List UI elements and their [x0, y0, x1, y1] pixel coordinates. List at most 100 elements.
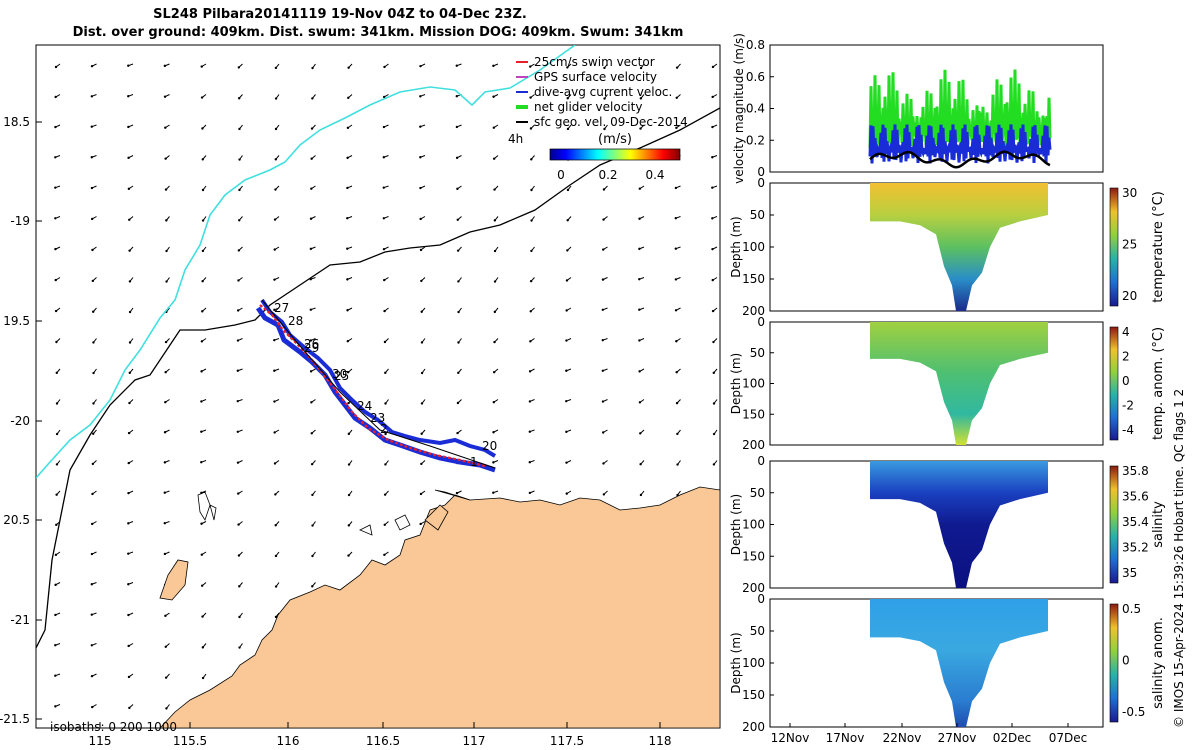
current-arrow-head: [638, 370, 641, 373]
current-arrow-head: [165, 249, 168, 253]
current-arrow-head: [347, 463, 351, 466]
current-arrow-head: [127, 644, 130, 648]
map-ytick-label: 18.5: [3, 115, 30, 129]
panel-ytick-label: 100: [742, 656, 765, 670]
panel-ytick-label: 0.4: [746, 102, 765, 116]
current-arrow-head: [382, 95, 386, 99]
current-arrow-head: [309, 247, 313, 251]
current-arrow-head: [639, 462, 642, 466]
current-arrow-head: [55, 371, 58, 375]
speed-colorbar-tick: 0.2: [598, 168, 617, 182]
current-arrow-head: [711, 95, 714, 99]
current-arrow-head: [55, 523, 58, 527]
panel-colorbar-tick: 0: [1122, 654, 1130, 668]
current-arrow-head: [163, 552, 167, 556]
current-arrow-head: [602, 462, 605, 465]
current-arrow-head: [530, 249, 533, 253]
panel-colorbar-tick: 0.5: [1122, 602, 1141, 616]
current-arrow-head: [127, 431, 131, 435]
current-arrow-head: [419, 492, 423, 496]
current-arrow-head: [54, 156, 57, 159]
current-arrow-head: [675, 66, 679, 69]
colorbar-label-ms: (m/s): [598, 132, 632, 147]
current-arrow-head: [310, 462, 314, 466]
current-arrow-head: [565, 430, 568, 434]
current-arrow-head: [201, 127, 204, 130]
track-day-label: 20: [482, 439, 497, 453]
panel-ytick-label: 100: [742, 377, 765, 391]
panel-colorbar-label: salinity anom.: [1151, 617, 1166, 709]
current-arrow-head: [382, 217, 386, 220]
current-arrow-head: [164, 188, 168, 191]
panel-ylabel: Depth (m): [729, 494, 743, 555]
speed-colorbar-tick: 0.4: [645, 168, 664, 182]
map-ytick-label: 19.5: [3, 314, 30, 328]
current-arrow-head: [457, 280, 460, 283]
panel-ytick-label: 0.6: [746, 70, 765, 84]
current-arrow-head: [530, 158, 533, 161]
current-arrow-head: [127, 491, 130, 495]
current-arrow-head: [274, 158, 277, 161]
current-arrow-head: [420, 279, 423, 283]
current-arrow-head: [127, 675, 131, 679]
current-arrow-head: [90, 125, 93, 128]
current-arrow-head: [164, 401, 167, 404]
current-arrow-head: [566, 249, 569, 252]
current-arrow-head: [127, 95, 130, 98]
current-arrow-head: [238, 585, 241, 588]
current-arrow-head: [566, 188, 570, 192]
current-arrow-head: [676, 463, 679, 466]
current-arrow-head: [711, 278, 714, 282]
map-ytick-label: -19: [10, 214, 30, 228]
current-arrow-head: [54, 309, 58, 313]
current-arrow-head: [201, 279, 204, 283]
panel-ytick-label: 0: [757, 315, 765, 329]
map-ytick-label: -21: [10, 613, 30, 627]
current-arrow-head: [382, 247, 386, 251]
current-arrow-head: [90, 217, 94, 221]
current-arrow-head: [346, 186, 349, 190]
current-arrow-head: [200, 553, 204, 556]
current-arrow-head: [200, 460, 203, 464]
map-xtick-label: 117.5: [550, 734, 584, 748]
current-arrow-head: [493, 249, 497, 253]
current-arrow-head: [273, 218, 277, 221]
panel-colorbar-tick: 30: [1122, 186, 1137, 200]
panel-colorbar-tick: 35: [1122, 566, 1137, 580]
current-arrow-head: [455, 125, 459, 129]
current-arrow-head: [310, 127, 314, 130]
current-arrow-head: [164, 676, 168, 679]
current-arrow-head: [127, 187, 131, 191]
current-arrow-head: [346, 309, 349, 312]
current-arrow-head: [201, 615, 204, 618]
current-arrow-head: [420, 371, 424, 375]
current-arrow-head: [127, 613, 130, 617]
panel-ytick-label: 150: [742, 407, 765, 421]
current-arrow-head: [529, 96, 532, 99]
panel-ylabel: Depth (m): [729, 216, 743, 277]
current-arrow-head: [712, 340, 715, 344]
current-arrow-head: [383, 309, 386, 313]
current-arrow-head: [601, 278, 605, 281]
speed-colorbar: [549, 148, 681, 161]
current-arrow-head: [92, 341, 95, 344]
current-arrow-head: [711, 309, 715, 313]
current-arrow-head: [54, 613, 57, 617]
current-arrow-head: [274, 493, 277, 496]
current-arrow-head: [383, 493, 387, 496]
current-arrow-head: [603, 97, 606, 100]
current-arrow-head: [419, 95, 422, 98]
track-day-label: 27: [274, 301, 289, 315]
current-arrow-head: [91, 492, 94, 496]
current-arrow-head: [566, 97, 569, 100]
current-arrow-head: [456, 218, 459, 222]
current-arrow-head: [492, 461, 495, 464]
current-arrow-head: [163, 491, 166, 494]
current-arrow-head: [238, 219, 241, 222]
panel-ytick-label: 200: [742, 581, 765, 595]
current-arrow-head: [419, 125, 422, 128]
map-ytick-label: 20.5: [3, 513, 30, 527]
current-arrow-head: [311, 66, 314, 70]
current-arrow-head: [384, 463, 387, 466]
